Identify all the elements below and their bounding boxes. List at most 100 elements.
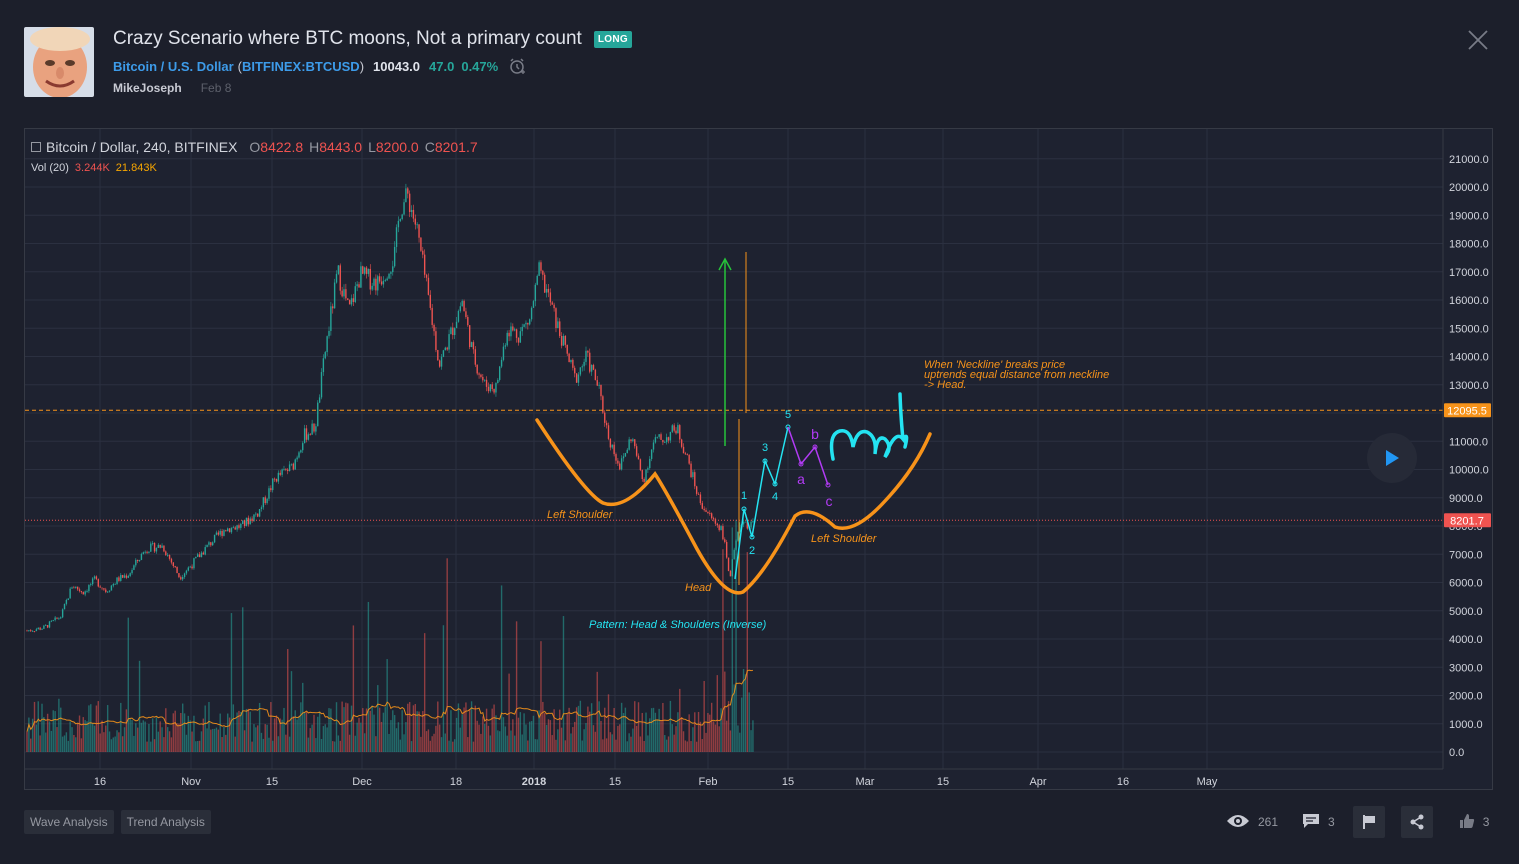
candle-body <box>118 577 120 581</box>
candle-body <box>54 617 56 621</box>
comments-icon[interactable] <box>1302 813 1320 832</box>
candle-body <box>101 587 103 589</box>
alarm-clock-icon[interactable] <box>508 57 526 75</box>
candle-body <box>322 358 325 373</box>
candle-body <box>63 603 66 610</box>
candle-body <box>31 631 34 632</box>
candle-body <box>144 551 146 553</box>
tag-trend-analysis[interactable]: Trend Analysis <box>120 810 211 834</box>
volume-ma-line <box>26 669 753 732</box>
volume-bar <box>669 700 672 752</box>
candle-body <box>45 625 47 626</box>
volume-bar <box>695 741 698 752</box>
volume-bar <box>386 659 388 752</box>
candle-body <box>620 458 623 470</box>
volume-bar <box>257 725 259 752</box>
candle-body <box>163 545 165 552</box>
close-icon[interactable] <box>1466 28 1490 52</box>
volume-bar <box>679 688 681 752</box>
candle-body <box>358 284 360 288</box>
volume-bar <box>69 721 71 752</box>
volume-bar <box>236 712 238 752</box>
tag-wave-analysis[interactable]: Wave Analysis <box>24 810 114 834</box>
symbol-link[interactable]: Bitcoin / U.S. Dollar <box>113 58 234 74</box>
volume-bar <box>714 724 717 752</box>
volume-bar <box>298 716 300 752</box>
play-icon <box>1386 450 1399 466</box>
volume-bar <box>427 729 430 752</box>
candle-body <box>684 453 687 455</box>
candle-body <box>390 272 392 274</box>
candle-body <box>506 332 508 346</box>
candle-body <box>679 425 681 440</box>
candle-body <box>367 268 370 274</box>
collapse-legend-icon[interactable] <box>31 142 41 152</box>
replay-play-button[interactable] <box>1367 433 1417 483</box>
volume-bar <box>43 716 45 752</box>
volume-bar <box>165 708 167 752</box>
volume-bar <box>536 739 538 752</box>
volume-bar <box>296 719 298 752</box>
volume-bar <box>140 722 143 752</box>
candle-body <box>686 454 688 456</box>
volume-bar <box>746 552 749 752</box>
volume-bar <box>489 735 492 752</box>
candle-body <box>401 214 403 220</box>
flag-button[interactable] <box>1352 806 1385 838</box>
volume-bar <box>664 735 666 752</box>
candle-body <box>729 570 732 577</box>
volume-bar <box>46 713 49 752</box>
volume-ma-value: 21.843K <box>115 162 157 174</box>
volume-bar <box>602 739 604 752</box>
chart-panel[interactable]: 1 2 3 4 5 a b c When 'Neckline' breaks price uptr… <box>24 128 1493 790</box>
volume-bar <box>465 702 467 752</box>
volume-bar <box>495 715 497 752</box>
symbol-code-link[interactable]: BITFINEX:BTCUSD <box>241 58 360 74</box>
candle-body <box>309 434 311 436</box>
volume-bar <box>463 707 465 752</box>
candle-body <box>97 579 99 587</box>
chart-background <box>25 129 1443 769</box>
candle-body <box>213 534 216 543</box>
candle-body <box>215 532 218 535</box>
share-button[interactable] <box>1400 806 1433 838</box>
corrective-point <box>798 461 804 467</box>
volume-bar <box>84 720 86 752</box>
candle-body <box>318 397 321 403</box>
price-chart[interactable]: 1 2 3 4 5 a b c When 'Neckline' breaks priceuptr… <box>25 129 1492 789</box>
candle-body <box>420 237 422 251</box>
volume-bar <box>740 697 743 752</box>
volume-bar <box>371 705 373 752</box>
volume-bar <box>729 730 732 752</box>
candle-body <box>656 436 658 438</box>
volume-bar <box>302 682 304 752</box>
candle-body <box>688 454 690 464</box>
volume-bar <box>332 741 334 752</box>
volume-bar <box>88 705 90 752</box>
volume-bar <box>60 707 62 752</box>
candle-body <box>544 274 546 293</box>
candle-body <box>208 542 210 545</box>
volume-bar <box>429 740 431 752</box>
candle-body <box>497 379 499 384</box>
volume-bar <box>658 708 660 752</box>
volume-bar <box>266 724 268 752</box>
candle-body <box>305 428 308 440</box>
volume-bar <box>549 720 552 752</box>
neckline-note: uptrends equal distance from neckline <box>924 369 1109 381</box>
candle-body <box>170 558 173 563</box>
candle-body <box>572 359 574 368</box>
candle-body <box>577 374 580 383</box>
author-name[interactable]: MikeJoseph <box>113 81 182 95</box>
candle-body <box>705 510 707 512</box>
volume-bar <box>356 722 358 752</box>
candle-body <box>125 575 128 578</box>
volume-bar <box>384 707 386 752</box>
author-avatar[interactable] <box>24 27 94 97</box>
candle-body <box>266 498 268 504</box>
volume-bar <box>378 707 381 752</box>
thumbs-up-icon[interactable] <box>1459 813 1475 832</box>
candle-body <box>519 331 522 343</box>
volume-bar <box>30 738 32 752</box>
volume-bar <box>564 740 567 752</box>
